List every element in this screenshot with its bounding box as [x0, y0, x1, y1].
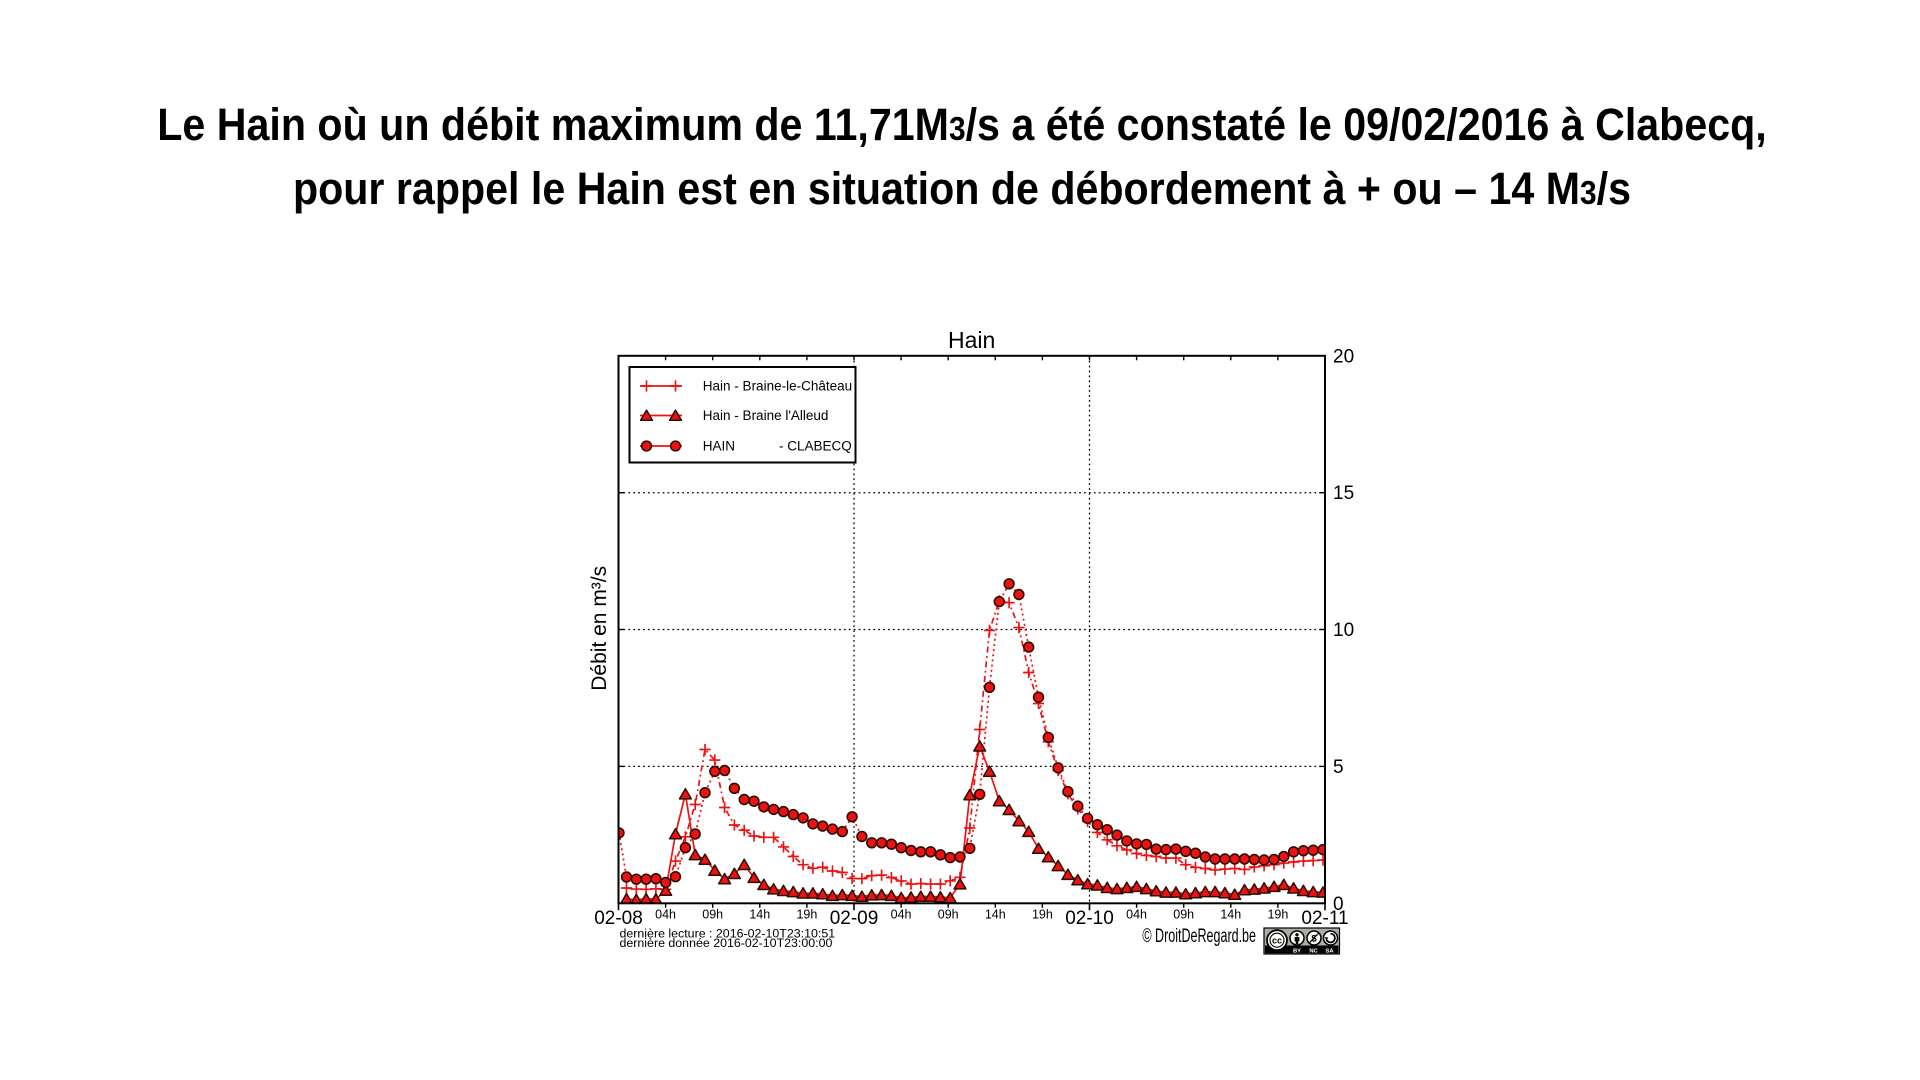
svg-text:02-09: 02-09: [830, 908, 879, 929]
svg-text:Hain: Hain: [948, 327, 995, 353]
svg-text:dernière lecture : 2016-02-10T: dernière lecture : 2016-02-10T23:10:51: [620, 927, 836, 941]
svg-text:04h: 04h: [891, 908, 912, 922]
svg-text:$: $: [1311, 933, 1317, 944]
svg-text:14h: 14h: [1220, 908, 1241, 922]
svg-text:15: 15: [1333, 483, 1354, 504]
svg-text:SA: SA: [1325, 948, 1334, 954]
svg-text:14h: 14h: [985, 908, 1006, 922]
svg-text:Hain - Braine-le-Château: Hain - Braine-le-Château: [703, 379, 852, 394]
svg-text:19h: 19h: [1267, 908, 1288, 922]
svg-text:- CLABECQ: - CLABECQ: [779, 439, 852, 454]
svg-text:02-11: 02-11: [1301, 908, 1348, 929]
svg-text:19h: 19h: [1032, 908, 1053, 922]
svg-text:cc: cc: [1272, 936, 1282, 946]
svg-text:09h: 09h: [938, 908, 959, 922]
svg-text:Hain - Braine l'Alleud: Hain - Braine l'Alleud: [703, 408, 829, 423]
svg-text:04h: 04h: [1126, 908, 1147, 922]
svg-text:Débit en m³/s: Débit en m³/s: [588, 566, 611, 691]
svg-text:0: 0: [1333, 894, 1344, 915]
svg-text:02-10: 02-10: [1065, 908, 1114, 929]
svg-text:19h: 19h: [796, 908, 817, 922]
svg-text:HAIN: HAIN: [703, 439, 735, 454]
svg-text:02-08: 02-08: [594, 908, 643, 929]
svg-text:09h: 09h: [702, 908, 723, 922]
svg-text:© DroitDeRegard.be: © DroitDeRegard.be: [1142, 925, 1256, 946]
svg-text:BY: BY: [1293, 948, 1301, 954]
svg-text:14h: 14h: [749, 908, 770, 922]
svg-text:10: 10: [1333, 620, 1354, 641]
svg-text:dernière donnée 2016-02-10T23: dernière donnée 2016-02-10T23:00:00: [620, 936, 833, 950]
svg-text:NC: NC: [1309, 948, 1318, 954]
svg-text:04h: 04h: [655, 908, 676, 922]
svg-text:5: 5: [1333, 757, 1344, 778]
svg-text:09h: 09h: [1173, 908, 1194, 922]
svg-text:20: 20: [1333, 346, 1354, 367]
